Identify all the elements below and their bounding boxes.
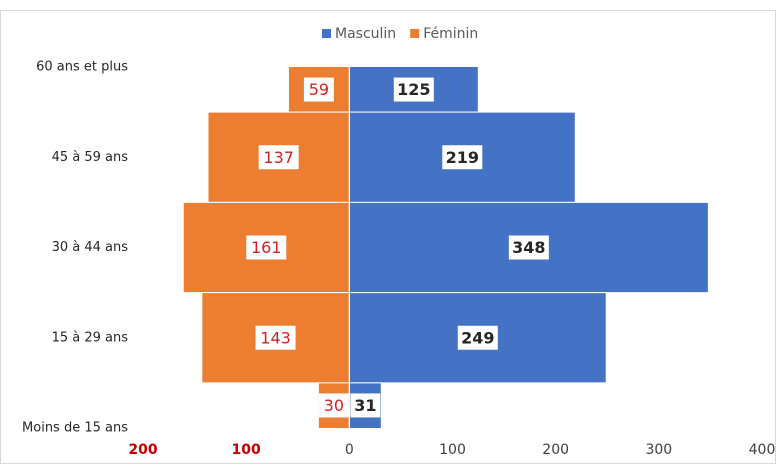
data-label-box (255, 325, 296, 350)
data-label: 137 (263, 148, 294, 167)
data-label: 31 (354, 396, 376, 415)
category-label: Moins de 15 ans (22, 421, 128, 436)
category-label: 60 ans et plus (36, 60, 128, 75)
category-label: 30 à 44 ans (52, 240, 129, 255)
legend-swatch (410, 29, 420, 38)
data-label: 59 (309, 80, 329, 99)
x-tick-label: 200 (542, 442, 569, 458)
data-label-box (457, 325, 498, 350)
data-label-box (393, 77, 434, 102)
data-label: 125 (397, 80, 430, 99)
category-label: 45 à 59 ans (52, 150, 129, 165)
data-label: 161 (251, 238, 282, 257)
x-tick-label: 400 (749, 442, 776, 458)
legend-label: Féminin (423, 26, 478, 42)
data-label-box (258, 145, 299, 170)
data-label: 143 (260, 328, 291, 347)
legend-label: Masculin (335, 26, 396, 42)
data-label-box (442, 145, 483, 170)
x-tick-label: 0 (345, 442, 354, 458)
data-label-box (350, 393, 381, 418)
data-label: 249 (461, 328, 494, 347)
data-label: 348 (512, 238, 545, 257)
data-label-box (318, 393, 349, 418)
x-tick-label: 300 (645, 442, 672, 458)
data-label-box (508, 235, 549, 260)
x-tick-label: 100 (232, 442, 261, 458)
x-tick-label: 200 (128, 442, 157, 458)
data-label-box (303, 77, 334, 102)
data-label: 219 (446, 148, 479, 167)
data-label: 30 (324, 396, 344, 415)
x-tick-label: 100 (439, 442, 466, 458)
data-label-box (246, 235, 287, 260)
category-label: 15 à 29 ans (52, 330, 129, 345)
legend-swatch (322, 29, 331, 38)
